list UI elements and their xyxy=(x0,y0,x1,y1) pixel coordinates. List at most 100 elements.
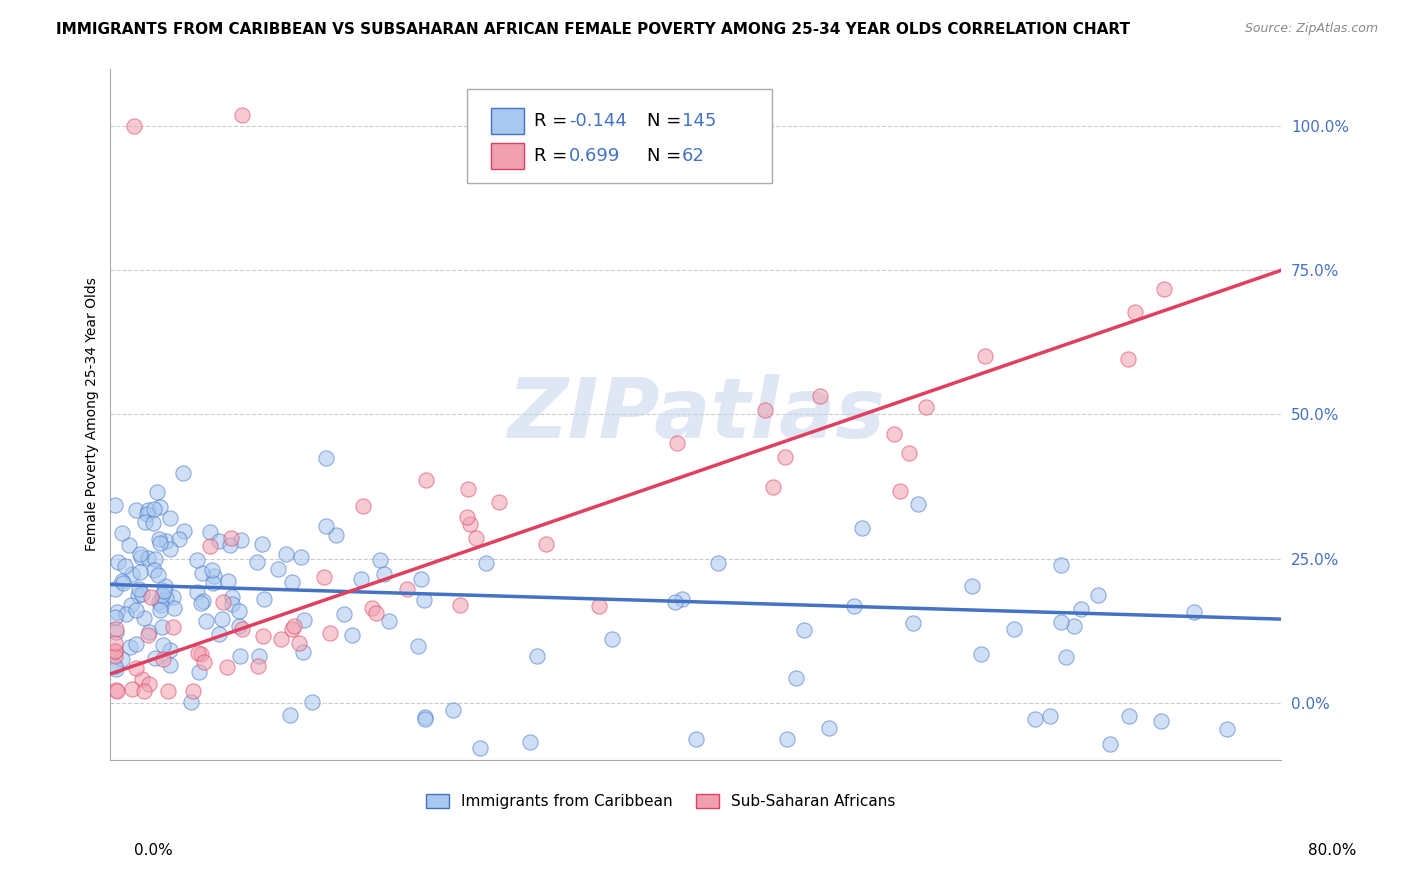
Point xyxy=(125,602,148,616)
Point xyxy=(107,555,129,569)
Point xyxy=(104,682,127,697)
Point xyxy=(149,603,172,617)
Point xyxy=(159,542,181,557)
Point xyxy=(228,619,250,633)
Point xyxy=(125,660,148,674)
Point xyxy=(231,108,253,122)
Point xyxy=(228,604,250,618)
Point xyxy=(889,484,911,499)
Point xyxy=(134,611,156,625)
Point xyxy=(1098,738,1121,752)
Point xyxy=(221,590,243,604)
Point xyxy=(907,497,929,511)
Point xyxy=(162,620,184,634)
Point xyxy=(270,632,292,647)
Point xyxy=(229,648,252,663)
Point xyxy=(406,639,429,653)
Point xyxy=(148,533,170,547)
Point xyxy=(1153,282,1175,296)
Point xyxy=(122,119,145,133)
Point xyxy=(217,660,239,674)
Point xyxy=(457,482,479,496)
Point xyxy=(415,710,437,724)
Point xyxy=(1070,601,1092,615)
Point xyxy=(773,450,796,465)
Point xyxy=(136,507,159,521)
Point xyxy=(211,612,233,626)
Point xyxy=(149,500,172,515)
Point xyxy=(456,510,478,524)
Point xyxy=(366,606,388,620)
Point xyxy=(155,533,177,548)
Point xyxy=(136,628,159,642)
Text: R =: R = xyxy=(534,112,568,130)
Point xyxy=(153,579,176,593)
Point xyxy=(588,599,610,614)
Point xyxy=(1216,722,1239,736)
Point xyxy=(142,502,165,516)
Point xyxy=(267,562,290,576)
Point xyxy=(121,598,143,612)
Point xyxy=(191,566,214,580)
Point xyxy=(415,473,437,487)
Point xyxy=(195,614,218,628)
Point xyxy=(319,626,342,640)
Point xyxy=(252,536,274,550)
Point xyxy=(114,559,136,574)
Point xyxy=(180,695,202,709)
Point xyxy=(156,684,179,698)
Point xyxy=(146,485,169,500)
Point xyxy=(150,588,173,602)
Point xyxy=(172,467,194,481)
Point xyxy=(1002,622,1025,636)
Point xyxy=(283,619,305,633)
Point xyxy=(1054,649,1077,664)
Text: R =: R = xyxy=(534,146,568,165)
Point xyxy=(201,563,224,577)
Point xyxy=(817,721,839,735)
Point xyxy=(231,533,253,547)
Point xyxy=(118,538,141,552)
Point xyxy=(246,555,269,569)
Point xyxy=(150,598,173,612)
Point xyxy=(121,566,143,581)
Point xyxy=(808,389,831,403)
Point xyxy=(128,582,150,596)
Point xyxy=(785,671,807,685)
Point xyxy=(143,551,166,566)
Point xyxy=(111,526,134,541)
Point xyxy=(105,606,128,620)
Point xyxy=(148,568,170,582)
Point xyxy=(247,648,270,663)
Point xyxy=(253,591,276,606)
Point xyxy=(1182,606,1205,620)
Point xyxy=(152,639,174,653)
Point xyxy=(118,640,141,654)
Point xyxy=(193,655,215,669)
Point xyxy=(883,426,905,441)
Point xyxy=(368,552,391,566)
Point xyxy=(208,534,231,549)
Y-axis label: Female Poverty Among 25-34 Year Olds: Female Poverty Among 25-34 Year Olds xyxy=(86,277,100,551)
Point xyxy=(105,684,128,698)
Text: 62: 62 xyxy=(682,146,704,165)
Point xyxy=(377,614,399,628)
Text: 0.699: 0.699 xyxy=(569,146,620,165)
Point xyxy=(395,582,418,596)
Point xyxy=(475,556,498,570)
Point xyxy=(121,681,143,696)
Point xyxy=(301,695,323,709)
Point xyxy=(350,572,373,586)
Point xyxy=(1049,615,1071,629)
Point xyxy=(281,622,304,636)
Point xyxy=(352,500,374,514)
Point xyxy=(762,480,785,494)
Point xyxy=(665,436,688,450)
Point xyxy=(450,598,472,612)
Point xyxy=(129,565,152,579)
Text: N =: N = xyxy=(647,146,681,165)
Point xyxy=(190,647,212,661)
Point xyxy=(754,403,776,417)
Point xyxy=(111,574,134,588)
Point xyxy=(340,627,363,641)
